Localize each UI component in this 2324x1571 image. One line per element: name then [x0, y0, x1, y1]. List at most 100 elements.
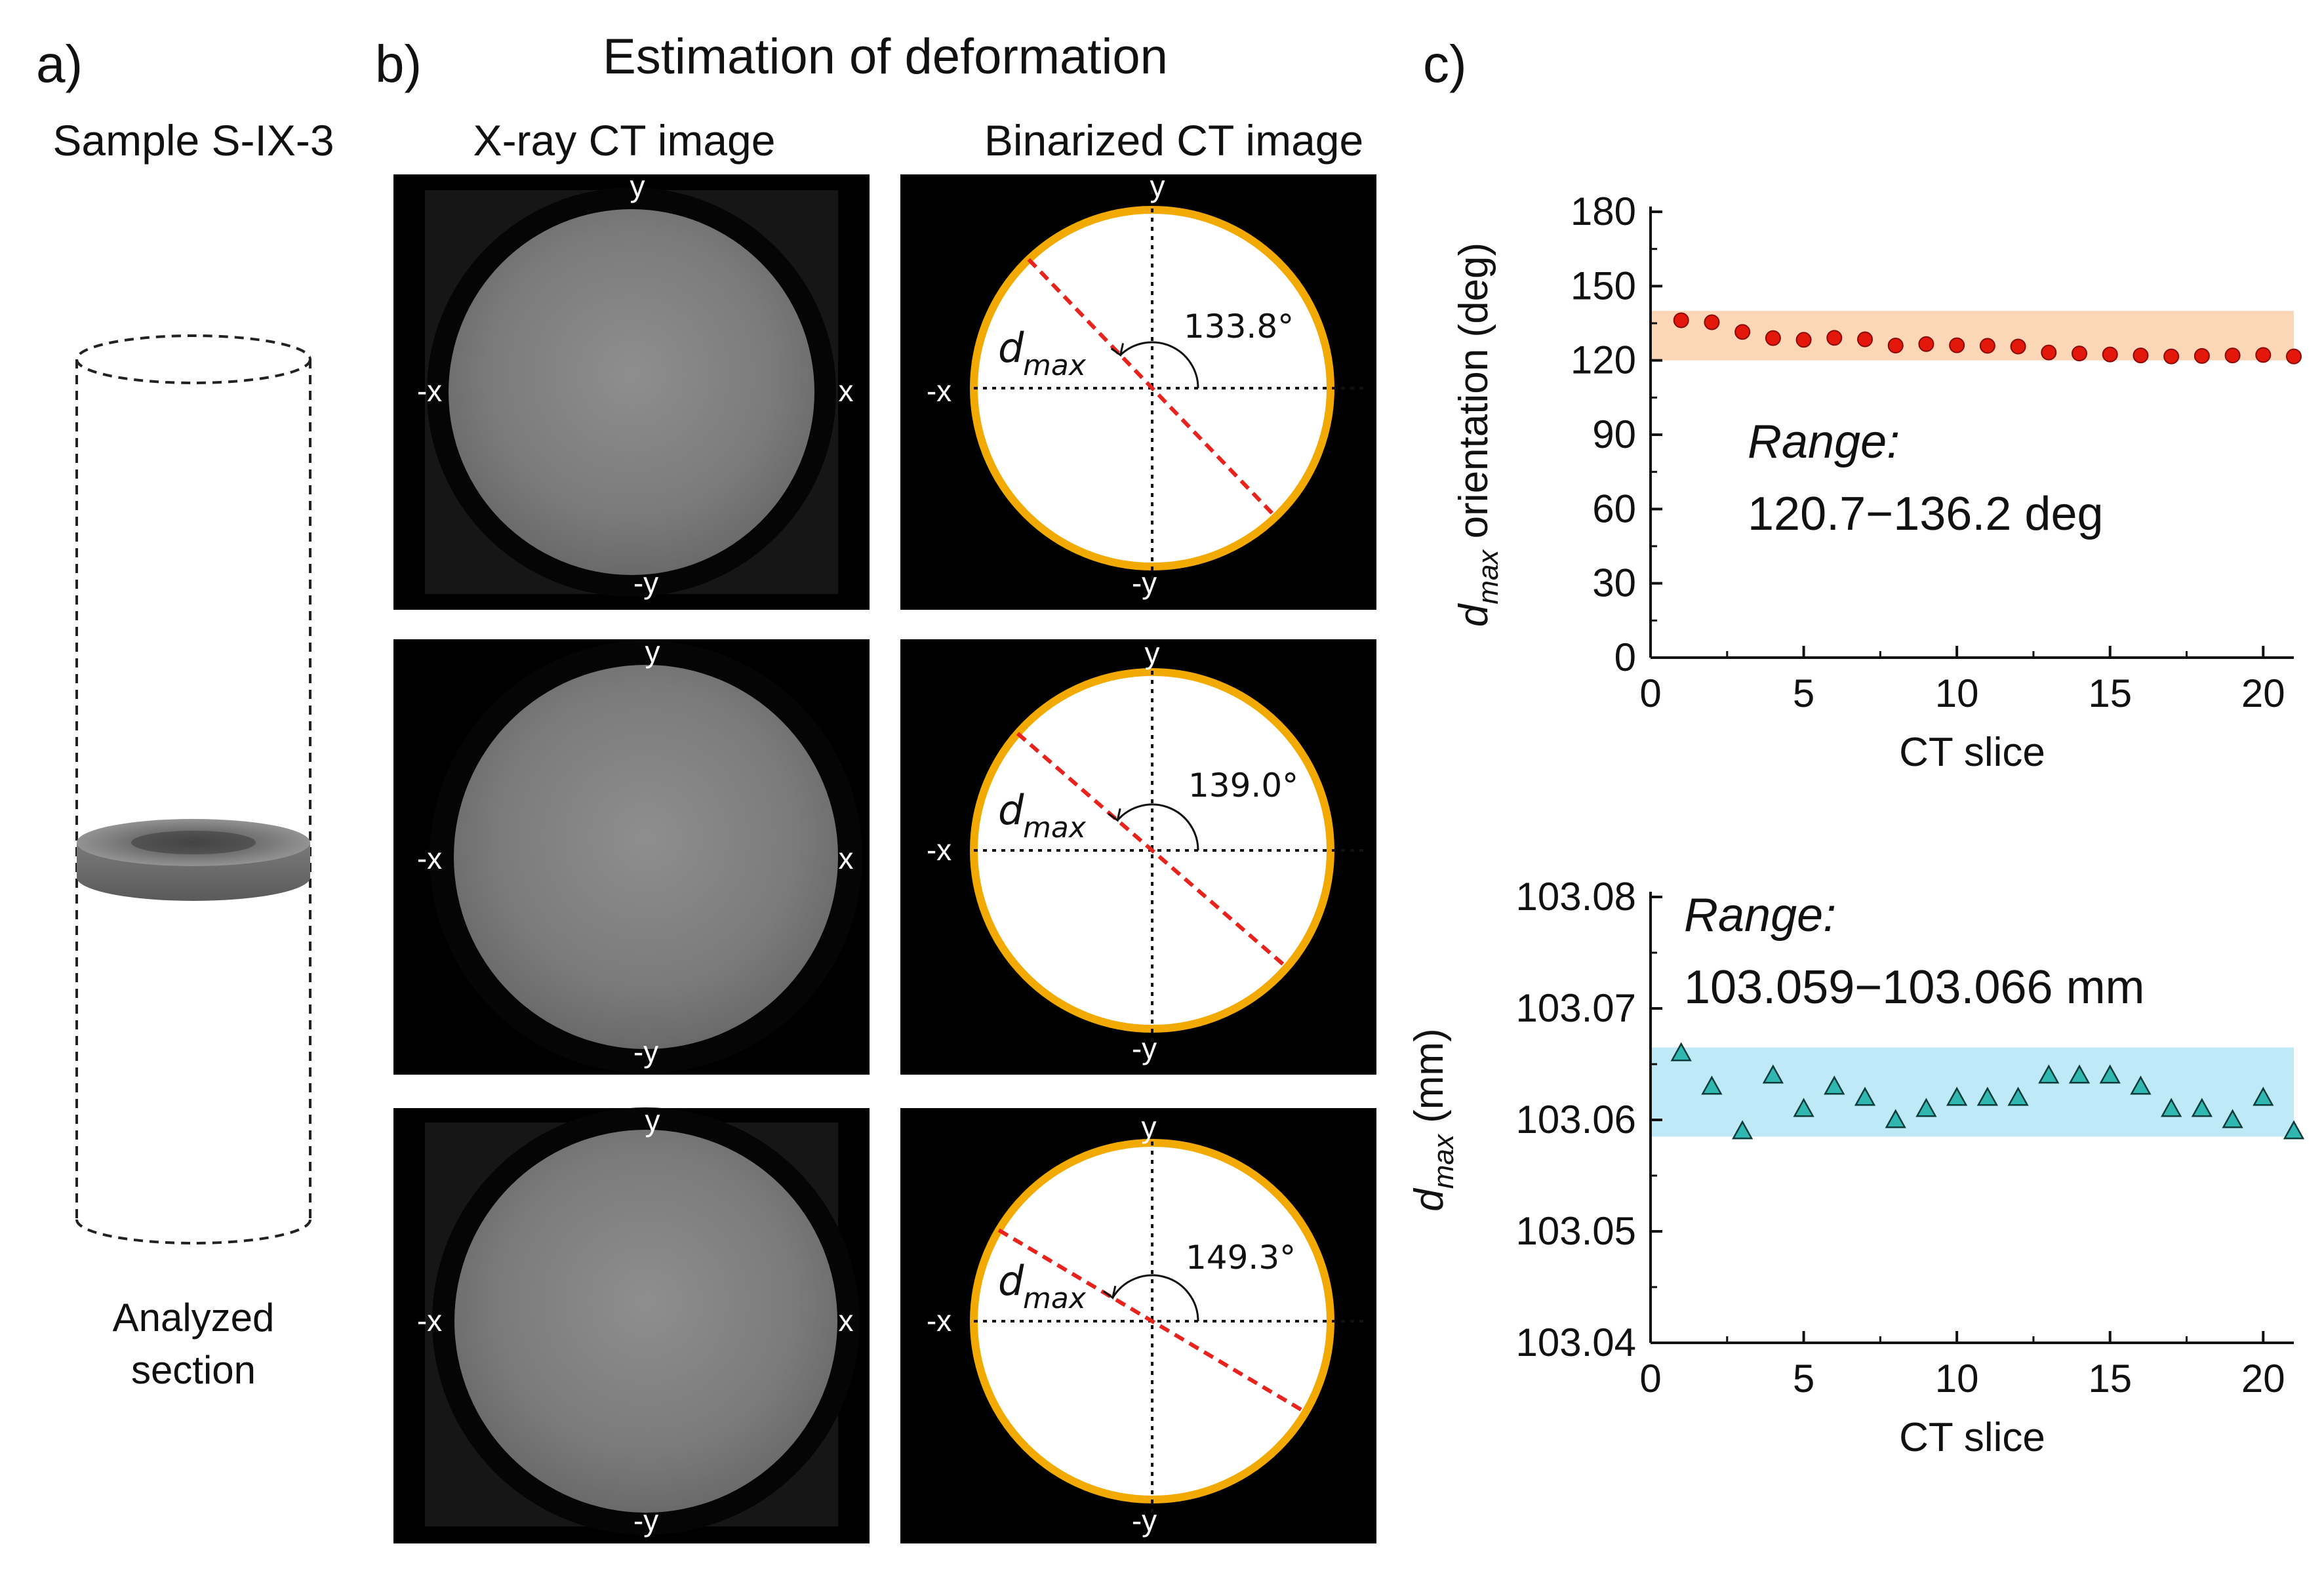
data-point — [1670, 1042, 1692, 1062]
data-point — [1854, 1086, 1876, 1106]
axis-neg-x-label: -x — [927, 374, 952, 408]
axis-neg-x-label: -x — [417, 1303, 442, 1338]
y-tick-label: 60 — [1592, 487, 1636, 530]
axis-neg-y-label: -y — [633, 566, 658, 600]
dmax-diameter-line — [1027, 258, 1277, 519]
xray-column-title: X-ray CT image — [473, 116, 776, 165]
data-point — [2038, 1064, 2060, 1084]
dmax-label: d — [998, 1257, 1024, 1305]
y-tick-label: 103.07 — [1515, 986, 1636, 1030]
x-tick-label: 0 — [1639, 1357, 1661, 1401]
data-point — [2041, 344, 2057, 361]
axis-neg-x-label: -x — [927, 1303, 952, 1338]
y-tick-label: 103.08 — [1515, 875, 1636, 919]
data-point — [2007, 1086, 2029, 1106]
dmax-label: d — [998, 786, 1024, 834]
data-point — [1673, 312, 1689, 328]
angle-arc — [1117, 803, 1199, 851]
axis-y-label: y — [1150, 169, 1165, 203]
x-axis-label: CT slice — [1899, 1415, 2045, 1460]
angle-arc-arrowhead — [1102, 1285, 1117, 1300]
angle-arc-arrowhead — [1110, 343, 1125, 357]
x-tick-label: 20 — [2241, 671, 2285, 715]
angle-arc — [1119, 341, 1199, 389]
data-point — [1949, 337, 1965, 353]
data-point — [2068, 1064, 2091, 1084]
x-axis-label: CT slice — [1899, 730, 2045, 775]
binarized-ct-image-2: y -y -x 139.0° dmax — [900, 636, 1376, 1075]
dmax-diameter-line — [1016, 732, 1289, 969]
x-tick-label: 10 — [1935, 1357, 1979, 1401]
xray-ct-image-1: y -y -x x — [393, 169, 870, 610]
axis-y-label: y — [645, 635, 660, 669]
binarized-column-title: Binarized CT image — [984, 116, 1363, 165]
range-band — [1651, 1047, 2294, 1137]
dmax-chart: 103.04 103.05 103.06 103.07 103.08 0 5 10 15 20 CT… — [1407, 875, 2305, 1460]
axis-neg-x-label: -x — [417, 841, 442, 875]
cylinder-outline — [75, 334, 311, 1244]
dmax-label-subscript: max — [1023, 349, 1087, 382]
data-point — [1979, 338, 1995, 354]
x-tick-label: 0 — [1639, 671, 1661, 715]
sample-title: Sample S-IX-3 — [52, 116, 334, 165]
axis-neg-x-label: -x — [417, 374, 442, 408]
analyzed-caption-line1: Analyzed — [113, 1296, 275, 1340]
axis-neg-y-label: -y — [1132, 566, 1157, 600]
panel-a-label: a) — [36, 35, 83, 93]
xray-ct-image-3: y -y -x x — [393, 1104, 870, 1543]
orientation-chart: 0 30 60 90 120 150 180 0 5 10 15 20 CT slice dmax ori… — [1451, 189, 2302, 775]
angle-label: 133.8° — [1184, 308, 1294, 346]
data-point — [2072, 346, 2087, 362]
range-annotation-title: Range: — [1748, 416, 1900, 468]
data-point — [2255, 347, 2272, 363]
y-tick-label: 30 — [1592, 561, 1636, 605]
axis-y-label: y — [1145, 636, 1160, 670]
data-point — [2222, 1109, 2243, 1128]
axis-neg-y-label: -y — [633, 1503, 658, 1538]
axis-y-label: y — [645, 1104, 660, 1138]
data-point — [1885, 1109, 1906, 1128]
y-tick-label: 180 — [1571, 189, 1636, 233]
axis-neg-x-label: -x — [927, 833, 952, 867]
data-point — [1915, 1098, 1937, 1117]
panel-a: a) Sample S-IX-3 Analyzed section — [36, 35, 334, 1392]
binarized-ct-image-3: y -y -x 149.3° dmax — [900, 1108, 1376, 1543]
data-point — [1732, 1120, 1753, 1140]
xray-ct-image-2: y -y -x x — [393, 635, 870, 1075]
y-tick-label: 103.04 — [1515, 1321, 1636, 1364]
angle-label: 139.0° — [1188, 766, 1298, 805]
data-point — [1701, 1075, 1723, 1095]
y-tick-label: 0 — [1614, 635, 1636, 679]
dmax-diameter-line — [997, 1228, 1307, 1414]
axis-neg-y-label: -y — [1132, 1031, 1157, 1065]
analyzed-caption-line2: section — [131, 1348, 256, 1392]
y-tick-label: 103.05 — [1515, 1209, 1636, 1253]
angle-label: 149.3° — [1186, 1239, 1296, 1277]
x-tick-label: 10 — [1935, 671, 1979, 715]
range-band — [1651, 311, 2294, 361]
range-annotation-title: Range: — [1684, 889, 1836, 942]
data-point — [1734, 324, 1751, 340]
data-point — [2133, 348, 2149, 364]
data-point — [1793, 1098, 1814, 1117]
data-point — [1976, 1086, 1998, 1106]
data-point — [2253, 1086, 2274, 1106]
axis-neg-y-label: -y — [633, 1035, 658, 1069]
x-tick-label: 15 — [2088, 1357, 2132, 1401]
data-point — [1795, 332, 1812, 348]
data-point — [1826, 330, 1843, 346]
x-tick-label: 5 — [1793, 1357, 1814, 1401]
dmax-label-subscript: max — [1023, 811, 1087, 845]
axis-x-label: x — [839, 1303, 854, 1338]
dmax-label-subscript: max — [1023, 1282, 1087, 1315]
x-tick-label: 5 — [1793, 671, 1814, 715]
panel-b-title: Estimation of deformation — [603, 29, 1168, 85]
data-point — [2010, 338, 2026, 355]
data-point — [2163, 348, 2180, 365]
data-point — [2286, 348, 2302, 365]
panel-c-label: c) — [1423, 35, 1467, 93]
x-tick-label: 20 — [2241, 1357, 2285, 1401]
axis-x-label: x — [839, 841, 854, 875]
